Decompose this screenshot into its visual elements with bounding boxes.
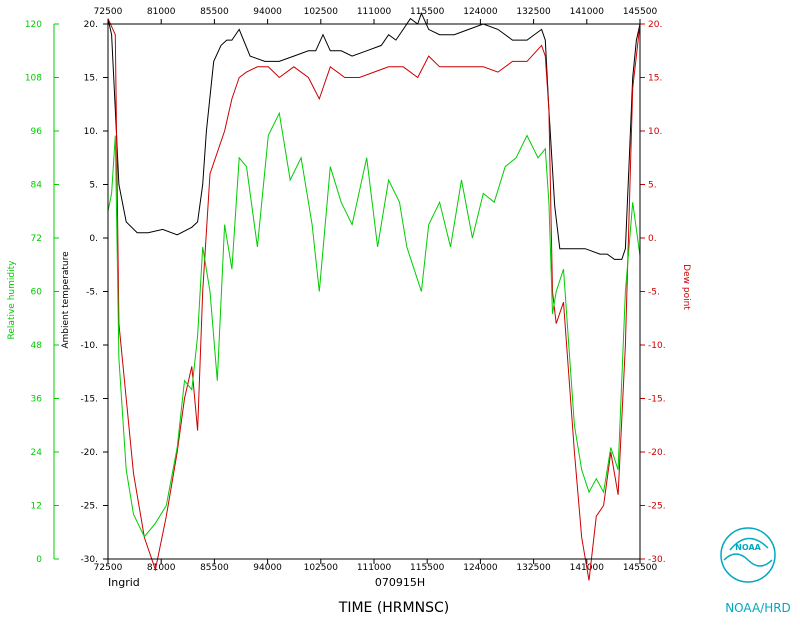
noaa-logo-text: NOAA	[735, 543, 761, 552]
x-tick-label-bottom: 111000	[357, 563, 392, 573]
x-tick-label-bottom: 85500	[200, 563, 229, 573]
x-tick-label-bottom: 115500	[410, 563, 445, 573]
series-line-dew-point	[107, 18, 641, 581]
y-label-temperature: Ambient temperature	[61, 251, 71, 349]
x-tick-label-top: 124000	[463, 7, 498, 17]
x-tick-label-bottom: 94000	[253, 563, 282, 573]
dewpoint-tick-label: 0.	[648, 234, 657, 244]
noaa-hrd-label: NOAA/HRD	[725, 601, 791, 615]
series-line-ambient-temperature	[107, 11, 641, 260]
x-tick-label-bottom: 72500	[94, 563, 123, 573]
plot-frame	[107, 23, 641, 560]
dewpoint-tick-label: -25.	[648, 502, 666, 512]
noaa-logo-bird	[729, 537, 769, 551]
x-tick-label-top: 111000	[357, 7, 392, 17]
humidity-tick-label: 60	[31, 288, 43, 298]
humidity-tick-label: 96	[31, 127, 43, 137]
date-label: 070915H	[375, 576, 425, 589]
temperature-tick-label: 20.	[84, 20, 98, 30]
x-tick-label-bottom: 102500	[304, 563, 339, 573]
x-tick-label-top: 85500	[200, 7, 229, 17]
temperature-tick-label: -10.	[80, 341, 98, 351]
temperature-tick-label: 10.	[84, 127, 98, 137]
humidity-tick-label: 12	[31, 502, 42, 512]
humidity-tick-label: 108	[25, 74, 42, 84]
dewpoint-tick-label: -5.	[648, 288, 660, 298]
temperature-tick-label: 0.	[89, 234, 98, 244]
x-tick-label-top: 94000	[253, 7, 282, 17]
x-tick-label-bottom: 132500	[516, 563, 551, 573]
series-layer	[107, 11, 641, 581]
dewpoint-tick-label: -30.	[648, 555, 666, 565]
x-tick-label-top: 141000	[570, 7, 605, 17]
noaa-logo-wave	[723, 553, 773, 567]
dewpoint-tick-label: -10.	[648, 341, 666, 351]
x-tick-label-top: 132500	[516, 7, 551, 17]
temperature-tick-label: -30.	[80, 555, 98, 565]
ticks-layer: 72500 72500 81000 81000 85500 85500 94000 94000…	[25, 7, 666, 573]
series-line-relative-humidity	[107, 111, 641, 538]
dewpoint-tick-label: -15.	[648, 395, 666, 405]
dewpoint-tick-label: 10.	[648, 127, 662, 137]
temperature-tick-label: -25.	[80, 502, 98, 512]
y-label-dewpoint: Dew point	[681, 264, 691, 310]
humidity-tick-label: 24	[31, 448, 43, 458]
humidity-tick-label: 84	[31, 181, 43, 191]
dewpoint-tick-label: 5.	[648, 181, 657, 191]
temperature-tick-label: -20.	[80, 448, 98, 458]
temperature-tick-label: -5.	[86, 288, 98, 298]
humidity-tick-label: 36	[31, 395, 43, 405]
x-tick-label-bottom: 81000	[147, 563, 176, 573]
x-tick-label-bottom: 145500	[623, 563, 658, 573]
humidity-tick-label: 0	[36, 555, 42, 565]
y-label-humidity: Relative humidity	[7, 260, 17, 340]
noaa-logo: NOAA	[720, 527, 776, 583]
temperature-tick-label: -15.	[80, 395, 98, 405]
x-tick-label-top: 81000	[147, 7, 176, 17]
x-tick-label-top: 102500	[304, 7, 339, 17]
x-tick-label-top: 72500	[94, 7, 123, 17]
dewpoint-tick-label: 20.	[648, 20, 662, 30]
humidity-tick-label: 120	[25, 20, 42, 30]
noaa-logo-ring	[720, 527, 776, 583]
x-tick-label-top: 115500	[410, 7, 445, 17]
temperature-tick-label: 5.	[89, 181, 98, 191]
humidity-tick-label: 48	[31, 341, 43, 351]
dewpoint-tick-label: -20.	[648, 448, 666, 458]
x-tick-label-bottom: 124000	[463, 563, 498, 573]
x-tick-label-top: 145500	[623, 7, 658, 17]
temperature-tick-label: 15.	[84, 74, 98, 84]
humidity-tick-label: 72	[31, 234, 42, 244]
x-axis-label: TIME (HRMNSC)	[338, 600, 449, 616]
dewpoint-tick-label: 15.	[648, 74, 662, 84]
storm-label: Ingrid	[108, 576, 140, 589]
